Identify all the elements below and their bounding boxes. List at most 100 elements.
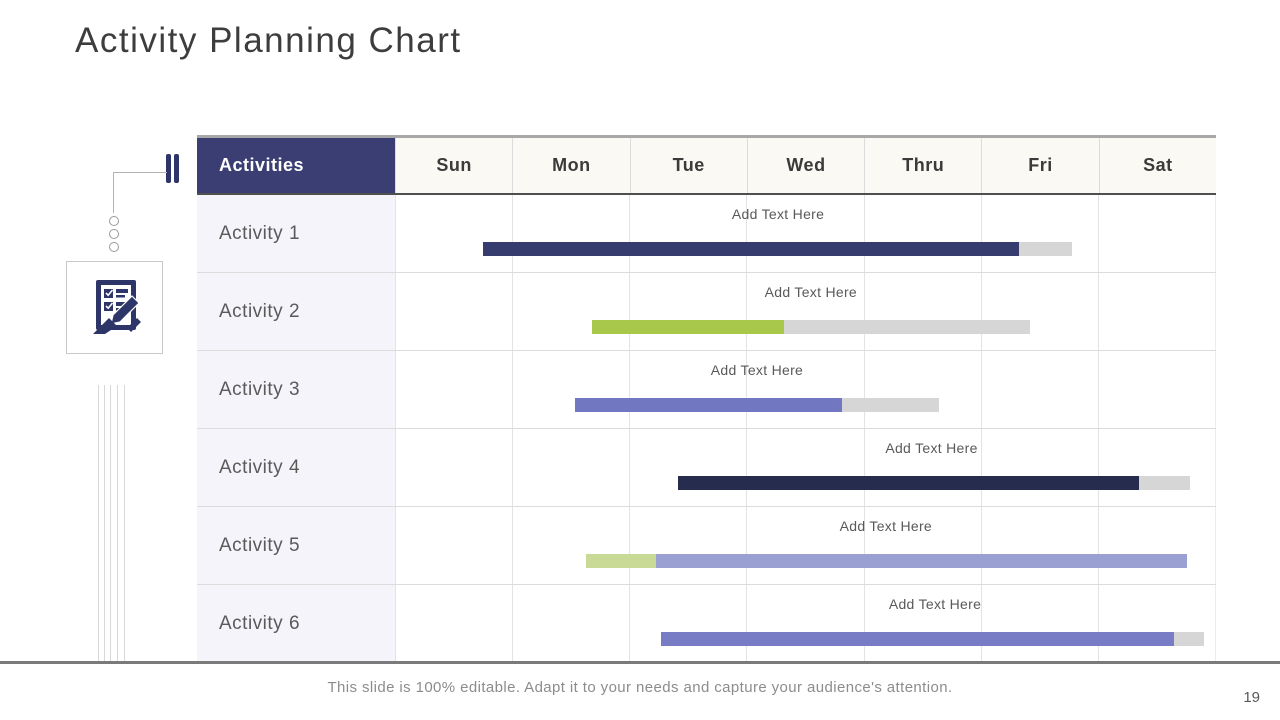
bar-annotation: Add Text Here — [839, 518, 933, 534]
day-cell — [746, 195, 863, 272]
activity-track: Add Text Here — [395, 351, 1216, 428]
day-cell — [1097, 585, 1215, 662]
day-cell — [746, 429, 863, 506]
activity-label: Activity 6 — [197, 585, 395, 662]
dot-decoration — [109, 216, 119, 226]
pause-bars-icon — [166, 154, 171, 183]
day-cell — [980, 585, 1098, 662]
day-cell — [512, 195, 629, 272]
activity-row: Activity 5 Add Text Here — [197, 507, 1216, 585]
day-cell — [863, 507, 981, 584]
day-cell — [746, 507, 863, 584]
gantt-bar-purple[interactable] — [575, 398, 843, 412]
activity-track: Add Text Here — [395, 585, 1216, 662]
gantt-bar-gray[interactable] — [1174, 632, 1205, 646]
day-cell — [629, 273, 746, 350]
bar-annotation: Add Text Here — [710, 362, 804, 378]
bar-annotation: Add Text Here — [885, 440, 978, 456]
gantt-bar-gray[interactable] — [842, 398, 939, 412]
day-cell — [1097, 507, 1215, 584]
connector-line — [113, 172, 167, 213]
day-cell — [512, 273, 629, 350]
activity-track: Add Text Here — [395, 507, 1216, 584]
day-cell — [1097, 273, 1215, 350]
activity-label: Activity 4 — [197, 429, 395, 506]
header-day-mon: Mon — [512, 138, 630, 193]
day-cell — [629, 351, 746, 428]
day-cell — [746, 351, 863, 428]
day-cell — [512, 507, 629, 584]
activity-planning-table: Activities Sun Mon Tue Wed Thru Fri Sat … — [197, 135, 1216, 663]
gantt-bar-navy[interactable] — [482, 242, 1020, 256]
activity-track: Add Text Here — [395, 273, 1216, 350]
gantt-bar-light_purple[interactable] — [656, 554, 1187, 568]
activity-row: Activity 2 Add Text Here — [197, 273, 1216, 351]
header-day-fri: Fri — [981, 138, 1099, 193]
header-day-wed: Wed — [746, 138, 865, 193]
gantt-bar-medium_purple[interactable] — [660, 632, 1174, 646]
table-header-row: Activities Sun Mon Tue Wed Thru Fri Sat — [197, 135, 1216, 195]
day-cell — [395, 507, 512, 584]
day-cell — [395, 273, 512, 350]
footer-divider — [0, 661, 1280, 664]
table-body: Activity 1 Add Text Here Activity 2 Add Tex… — [197, 195, 1216, 663]
day-cell — [1097, 351, 1215, 428]
day-cell — [980, 273, 1098, 350]
gantt-bar-dark_navy[interactable] — [678, 476, 1139, 490]
day-cell — [512, 351, 629, 428]
gantt-bar-gray[interactable] — [1019, 242, 1073, 256]
line-decoration — [124, 385, 125, 661]
activity-track: Add Text Here — [395, 195, 1216, 272]
day-cell — [629, 585, 746, 662]
day-cell — [863, 273, 981, 350]
page-title: Activity Planning Chart — [75, 21, 462, 60]
day-cell — [395, 429, 512, 506]
bar-annotation: Add Text Here — [764, 284, 858, 300]
day-cell — [980, 195, 1098, 272]
page-number: 19 — [1243, 689, 1260, 706]
bar-annotation: Add Text Here — [888, 596, 982, 612]
gantt-bar-gray[interactable] — [1138, 476, 1191, 490]
dot-decoration — [109, 229, 119, 239]
activity-row: Activity 3 Add Text Here — [197, 351, 1216, 429]
day-cell — [863, 585, 981, 662]
day-cell — [629, 195, 746, 272]
day-cell — [395, 585, 512, 662]
header-day-thru: Thru — [864, 138, 982, 193]
activity-label: Activity 3 — [197, 351, 395, 428]
checklist-pen-icon — [92, 279, 141, 334]
day-cell — [512, 429, 629, 506]
day-cell — [746, 273, 863, 350]
day-cell — [395, 351, 512, 428]
footer-note: This slide is 100% editable. Adapt it to… — [327, 679, 953, 696]
line-decoration — [104, 385, 105, 661]
header-day-sun: Sun — [395, 138, 513, 193]
day-cell — [395, 195, 512, 272]
checklist-pen-icon — [66, 261, 163, 354]
day-cell — [512, 585, 629, 662]
activity-label: Activity 2 — [197, 273, 395, 350]
activity-label: Activity 5 — [197, 507, 395, 584]
line-decoration — [98, 385, 99, 661]
bar-annotation: Add Text Here — [731, 206, 825, 222]
day-cell — [1097, 429, 1215, 506]
header-activities: Activities — [197, 138, 395, 193]
activity-label: Activity 1 — [197, 195, 395, 272]
day-cell — [1097, 195, 1215, 272]
day-cell — [863, 195, 981, 272]
gantt-bar-green[interactable] — [591, 320, 784, 334]
activity-row: Activity 1 Add Text Here — [197, 195, 1216, 273]
line-decoration — [117, 385, 118, 661]
day-cell — [980, 351, 1098, 428]
line-decoration — [110, 385, 111, 661]
gantt-bar-gray[interactable] — [783, 320, 1030, 334]
day-cell — [863, 351, 981, 428]
day-cell — [629, 507, 746, 584]
day-cell — [980, 429, 1098, 506]
day-cell — [980, 507, 1098, 584]
gantt-bar-light_green[interactable] — [585, 554, 657, 568]
day-cell — [746, 585, 863, 662]
header-day-tue: Tue — [629, 138, 747, 193]
pause-bars-icon — [174, 154, 179, 183]
